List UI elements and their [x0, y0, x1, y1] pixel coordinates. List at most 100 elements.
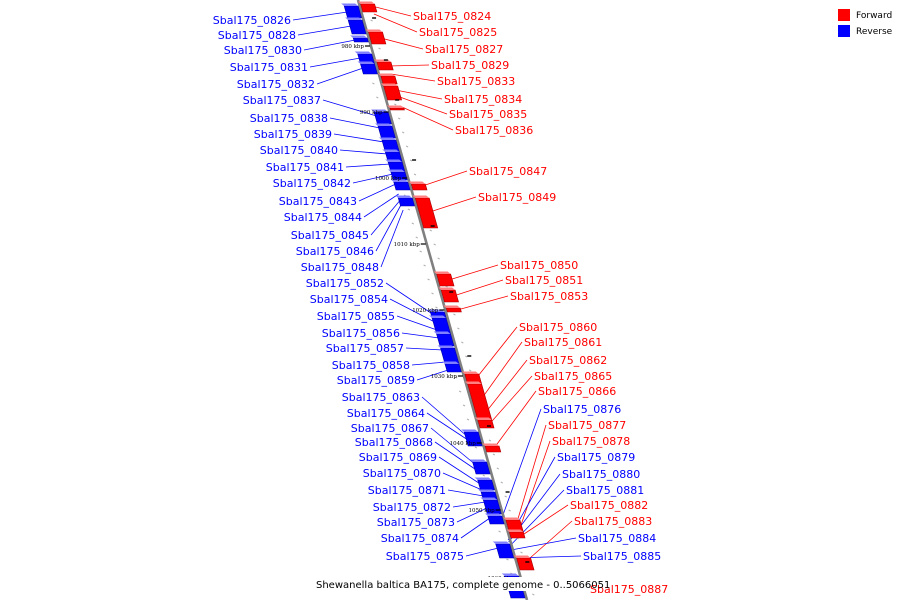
axis-dot [429, 229, 433, 232]
gene-forward [513, 555, 535, 571]
gene-label: Sbal175_0863 [342, 391, 420, 404]
gene-label: Sbal175_0869 [359, 451, 437, 464]
axis-dot [437, 257, 440, 260]
leader-line [430, 427, 475, 465]
gene-label: Sbal175_0848 [301, 261, 379, 274]
gene-label: Sbal175_0883 [574, 515, 652, 528]
leader-line [399, 105, 454, 131]
gene-label: Sbal175_0858 [332, 359, 410, 372]
leader-line [456, 507, 488, 523]
scale-tick-label: 1010 kbp [394, 242, 421, 248]
gene-label: Sbal175_0859 [337, 374, 415, 387]
leader-line [297, 25, 352, 36]
gene-label: Sbal175_0849 [478, 191, 556, 204]
gene-label: Sbal175_0837 [243, 94, 321, 107]
gene-label: Sbal175_0833 [437, 75, 515, 88]
legend-swatch-forward [838, 9, 850, 21]
leader-line [375, 203, 402, 252]
leader-line [527, 520, 573, 561]
axis-dot [415, 236, 418, 239]
leader-line [411, 361, 446, 366]
leader-line [426, 412, 469, 441]
leader-line [421, 396, 468, 437]
gene-label: Sbal175_0882 [570, 499, 648, 512]
leader-line [452, 501, 486, 508]
axis-dot [500, 481, 503, 484]
axis-dot [474, 446, 478, 449]
axis-dot [401, 131, 405, 134]
axis-dot [488, 439, 492, 442]
axis-dot [458, 390, 462, 393]
axis-dot [427, 278, 430, 281]
scale-tick-label: 990 kbp [360, 110, 383, 116]
leader-line [476, 326, 518, 379]
gene-label: Sbal175_0879 [557, 451, 635, 464]
gene-label: Sbal175_0834 [444, 93, 522, 106]
leader-line [485, 359, 528, 413]
gene-reverse [390, 179, 411, 191]
axis-dot [506, 558, 509, 561]
axis-dot [482, 474, 486, 477]
leader-line [489, 375, 533, 425]
gene-forward [438, 287, 459, 303]
gene-label: Sbal175_0825 [419, 26, 497, 39]
gene-forward [412, 195, 439, 229]
leader-line [501, 408, 542, 519]
leader-line [380, 209, 404, 268]
gene-label: Sbal175_0845 [291, 229, 369, 242]
axis-dot [492, 453, 496, 456]
leader-line [422, 170, 468, 187]
leader-line [389, 298, 435, 323]
gene-label: Sbal175_0838 [250, 112, 328, 125]
gene-label: Sbal175_0884 [578, 532, 656, 545]
axis-dot [407, 208, 411, 211]
axis-dot [398, 117, 401, 120]
leader-line [388, 64, 430, 67]
gene-reverse [395, 195, 415, 207]
gene-label: Sbal175_0864 [347, 407, 425, 420]
leader-line [416, 369, 449, 381]
axis-dot [433, 243, 436, 246]
leader-line [401, 332, 440, 339]
legend: Forward Reverse [838, 9, 893, 37]
gene-label: Sbal175_0851 [505, 274, 583, 287]
gene-reverse [374, 123, 396, 139]
leader-line [322, 99, 377, 117]
gene-label: Sbal175_0853 [510, 290, 588, 303]
gene-forward [482, 443, 502, 453]
axis-dot [508, 509, 511, 512]
leader-line [448, 264, 499, 281]
gene-label: Sbal175_0874 [381, 532, 459, 545]
genome-axis [356, 0, 529, 600]
leader-line [363, 193, 399, 218]
leader-line [370, 199, 401, 236]
gene-label: Sbal175_0856 [322, 327, 400, 340]
axis-dot [419, 250, 422, 253]
leader-line [457, 295, 509, 311]
gene-label: Sbal175_0846 [296, 245, 374, 258]
gene-label: Sbal175_0847 [469, 165, 547, 178]
gene-label: Sbal175_0875 [386, 550, 464, 563]
leader-line [380, 37, 424, 50]
leader-line [405, 347, 443, 351]
leader-line [396, 315, 438, 331]
axis-dot [520, 551, 523, 554]
gene-label: Sbal175_0839 [254, 128, 332, 141]
gene-label: Sbal175_0868 [355, 436, 433, 449]
axis-dot [468, 369, 472, 372]
gene-label: Sbal175_0828 [218, 29, 296, 42]
gene-label: Sbal175_0862 [529, 354, 607, 367]
leader-line [396, 95, 448, 115]
gene-label: Sbal175_0876 [543, 403, 621, 416]
leader-line [316, 67, 364, 85]
gene-label: Sbal175_0865 [534, 370, 612, 383]
gene-reverse [437, 345, 460, 365]
axis-dot [376, 96, 379, 99]
gene-forward [464, 381, 493, 421]
leader-line [438, 456, 481, 485]
gene-reverse [350, 35, 369, 43]
gene-forward [386, 105, 405, 111]
gene-label: Sbal175_0887 [590, 583, 668, 596]
caption-background [312, 577, 588, 591]
axis-dot [370, 19, 373, 22]
